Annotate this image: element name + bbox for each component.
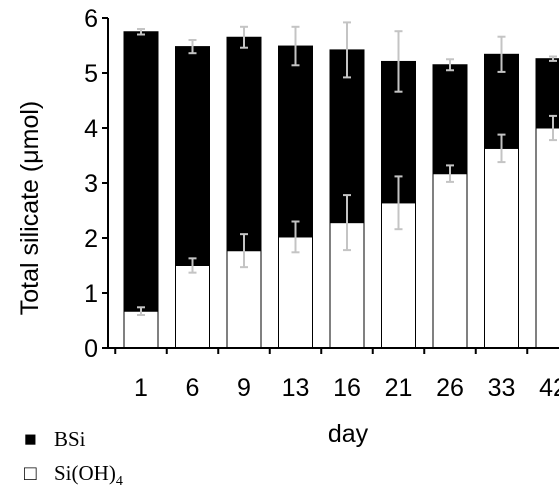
legend-label-sioh4-sub: 4 (116, 474, 123, 488)
y-tick-label-1: 1 (84, 280, 98, 308)
bar-sioh4-day-21 (381, 202, 416, 349)
bar-sioh4-day-1 (123, 310, 159, 349)
x-tick-label-1: 1 (134, 374, 148, 402)
legend-label-bsi: BSi (54, 427, 86, 451)
x-tick-label-9: 9 (237, 374, 251, 402)
bar-sioh4-day-6 (175, 265, 210, 349)
legend-swatch-bsi: ■ (24, 427, 37, 451)
legend-item-bsi: ■ BSi (24, 427, 86, 451)
y-tick-label-3: 3 (84, 170, 98, 198)
y-tick-label-6: 6 (84, 5, 98, 33)
bar-bsi-day-13 (278, 45, 313, 238)
y-tick-label-5: 5 (84, 60, 98, 88)
bar-sioh4-day-26 (432, 173, 468, 349)
y-tick-label-2: 2 (84, 225, 98, 253)
legend-swatch-sioh4: □ (24, 461, 37, 485)
bar-bsi-day-6 (175, 46, 210, 266)
bar-sioh4-day-42 (535, 127, 559, 349)
x-axis-title: day (328, 420, 369, 448)
bar-bsi-day-26 (432, 64, 468, 175)
bars-layer (123, 31, 559, 349)
legend-item-sioh4: □ Si(OH)4 (24, 461, 123, 488)
y-axis-title: Total silicate (μmol) (16, 101, 44, 315)
axes-layer (102, 17, 559, 354)
x-tick-label-16: 16 (333, 374, 361, 402)
x-tick-label-42: 42 (539, 374, 559, 402)
x-tick-label-21: 21 (385, 374, 413, 402)
y-tick-label-0: 0 (84, 335, 98, 363)
y-tick-label-4: 4 (84, 115, 98, 143)
tick-labels-layer: 1691316212633420123456 (84, 5, 559, 402)
legend: ■ BSi □ Si(OH)4 (24, 427, 123, 488)
legend-label-sioh4: Si(OH)4 (54, 461, 123, 488)
x-tick-label-26: 26 (436, 374, 464, 402)
bar-bsi-day-1 (123, 31, 159, 312)
bar-sioh4-day-13 (278, 236, 313, 349)
bar-bsi-day-42 (535, 58, 559, 129)
error-bars-layer (137, 21, 557, 316)
x-tick-label-13: 13 (282, 374, 310, 402)
bar-bsi-day-9 (226, 36, 262, 252)
x-tick-label-6: 6 (186, 374, 200, 402)
legend-label-sioh4-main: Si(OH) (54, 461, 116, 485)
x-tick-label-33: 33 (488, 374, 516, 402)
bar-sioh4-day-33 (484, 147, 519, 349)
